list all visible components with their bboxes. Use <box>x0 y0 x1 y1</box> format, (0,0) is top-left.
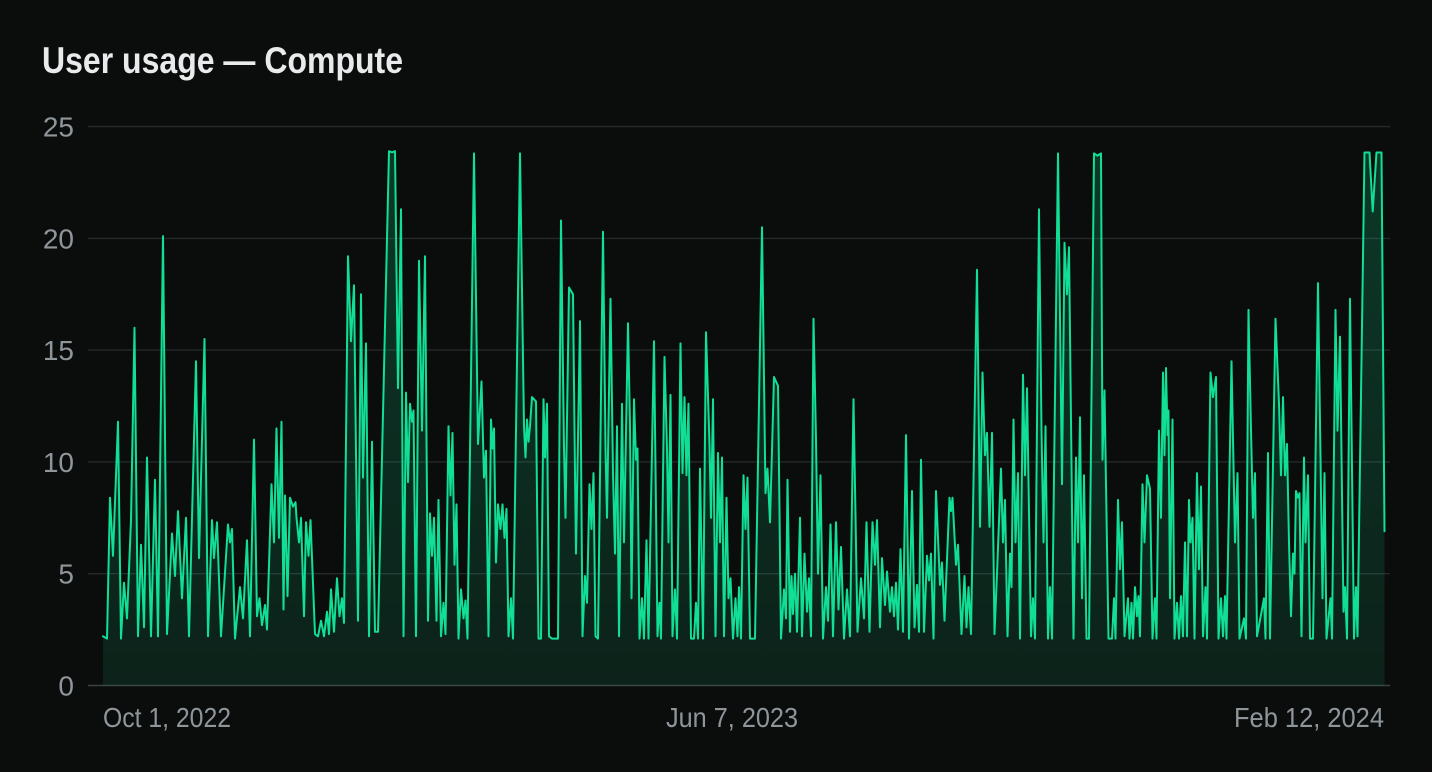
svg-text:User usage — Compute: User usage — Compute <box>42 40 403 81</box>
svg-text:10: 10 <box>43 447 74 478</box>
svg-text:Feb 12, 2024: Feb 12, 2024 <box>1234 702 1384 733</box>
svg-text:25: 25 <box>43 112 74 143</box>
svg-text:0: 0 <box>58 671 74 702</box>
svg-text:20: 20 <box>43 223 74 254</box>
svg-text:Oct 1, 2022: Oct 1, 2022 <box>103 702 231 733</box>
svg-text:Jun 7, 2023: Jun 7, 2023 <box>666 702 798 733</box>
svg-text:5: 5 <box>58 559 74 590</box>
svg-text:15: 15 <box>43 335 74 366</box>
